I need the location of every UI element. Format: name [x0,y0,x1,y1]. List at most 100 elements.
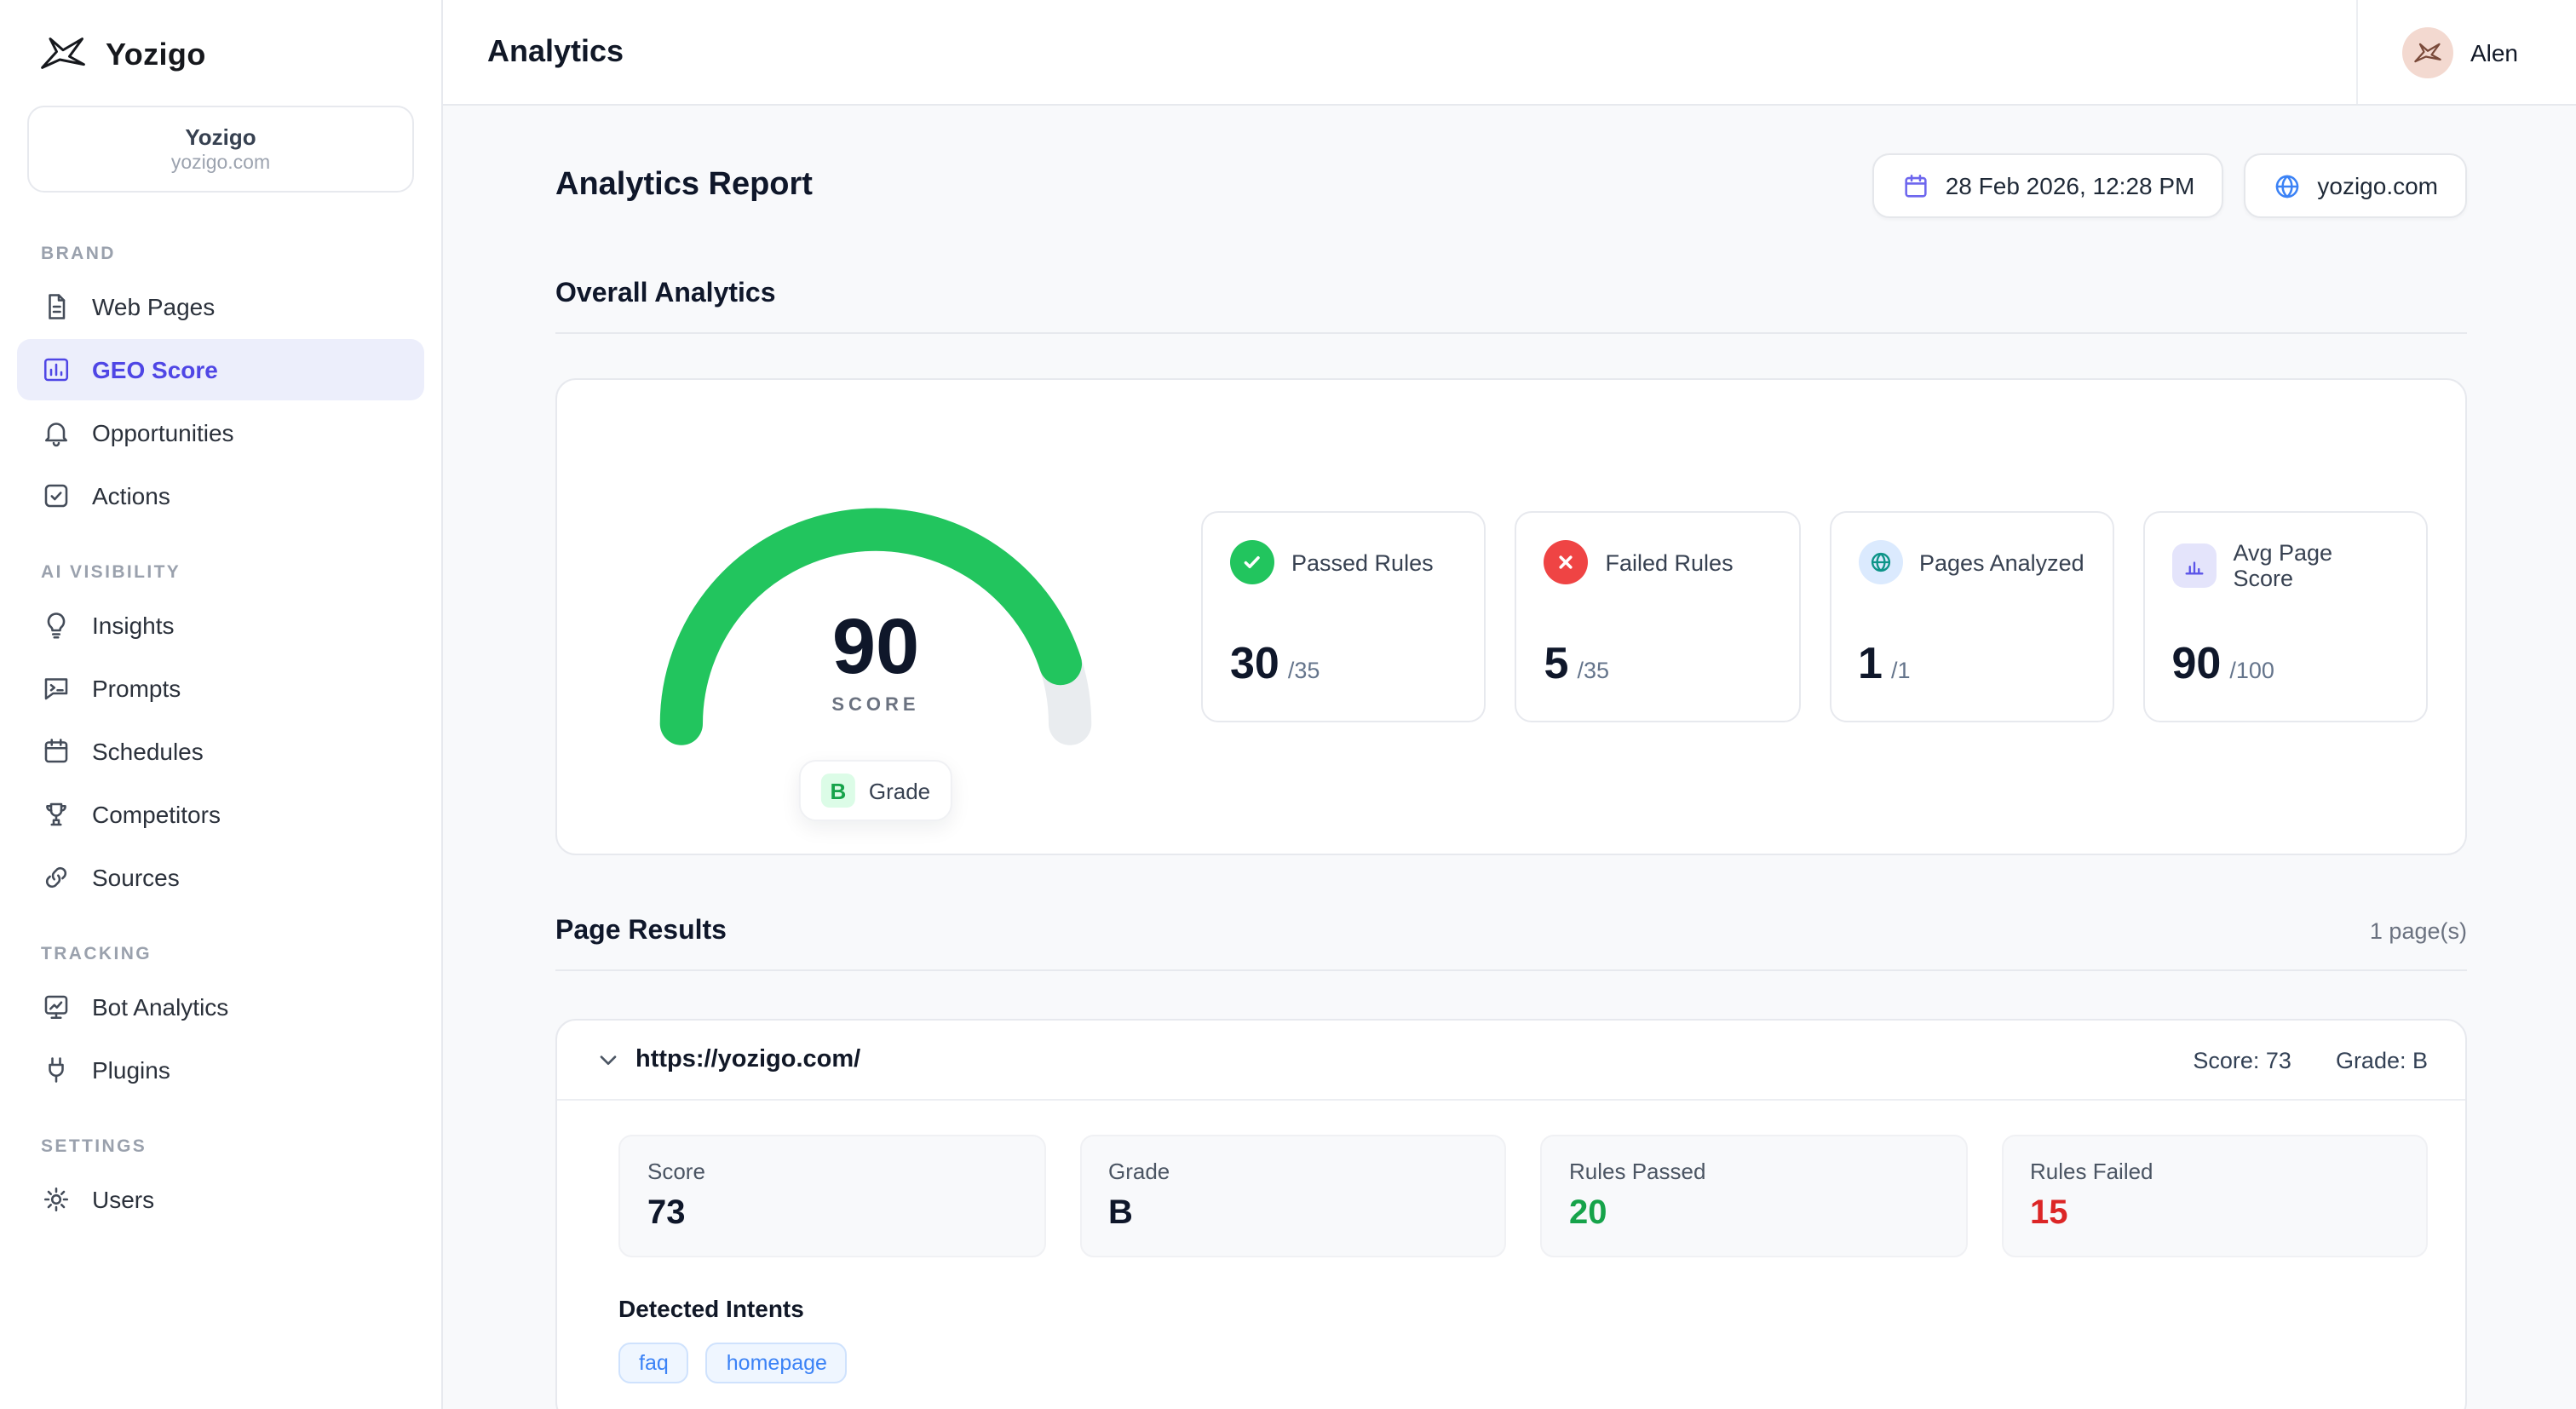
check-circle-icon [1230,540,1274,584]
sidebar-item-geo-score[interactable]: GEO Score [17,339,424,400]
tile-rules-passed: Rules Passed 20 [1540,1135,1967,1257]
page-result-card: https://yozigo.com/ Score: 73 Grade: B S… [555,1019,2467,1409]
stat-label: Pages Analyzed [1919,549,2084,575]
report-date-button[interactable]: 28 Feb 2026, 12:28 PM [1872,153,2224,218]
lightbulb-icon [41,610,72,641]
page-url: https://yozigo.com/ [635,1046,861,1073]
report-domain-button[interactable]: yozigo.com [2244,153,2467,218]
monitor-chart-icon [41,992,72,1022]
gauge-arc [659,508,1092,745]
stat-value: 1 [1858,637,1883,688]
brand-logo[interactable]: Yozigo [0,0,441,99]
report-date-label: 28 Feb 2026, 12:28 PM [1945,172,2195,199]
workspace-name: Yozigo [185,124,256,150]
sidebar-item-web-pages[interactable]: Web Pages [17,276,424,337]
workspace-domain: yozigo.com [170,153,271,174]
sidebar-item-schedules[interactable]: Schedules [17,721,424,782]
intent-chips: faq homepage [618,1343,2428,1383]
sidebar-item-competitors[interactable]: Competitors [17,784,424,845]
stat-card-avg-page-score: Avg Page Score 90 /100 [2142,511,2428,722]
stat-label: Failed Rules [1605,549,1734,575]
stat-denominator: /1 [1890,658,1911,683]
report-header: Analytics Report 28 Feb 2026, 12:28 PM y… [555,153,2467,218]
section-label: BRAND [41,244,116,264]
tile-label: Grade [1108,1159,1170,1184]
topbar: Analytics Alen [443,0,2576,106]
section-label: SETTINGS [41,1136,147,1157]
divider [555,332,2467,334]
content-scroll-area[interactable]: Analytics Report 28 Feb 2026, 12:28 PM y… [443,106,2576,1409]
sidebar-item-bot-analytics[interactable]: Bot Analytics [17,976,424,1038]
tile-label: Rules Passed [1569,1159,1706,1184]
intent-chip: faq [618,1343,689,1383]
workspace-switcher[interactable]: Yozigo yozigo.com [27,106,414,193]
page-grade-summary: Grade: B [2335,1047,2428,1073]
sidebar-item-actions[interactable]: Actions [17,465,424,526]
grade-word: Grade [868,778,931,803]
gear-icon [41,1184,72,1215]
sidebar-item-label: Plugins [92,1056,170,1084]
user-menu[interactable]: Alen [2355,0,2576,104]
sidebar-section-tracking: TRACKING Bot Analytics Plugins [0,934,441,1102]
gauge-score-value: 90 [831,601,920,690]
sidebar-item-opportunities[interactable]: Opportunities [17,402,424,463]
calendar-icon [41,736,72,767]
divider [555,969,2467,971]
page-count-label: 1 page(s) [2369,918,2467,944]
bar-chart-icon [41,354,72,385]
chart-icon [2171,543,2217,588]
link-icon [41,862,72,893]
tile-label: Rules Failed [2030,1159,2153,1184]
sidebar-item-label: Sources [92,864,180,891]
page-results-heading: Page Results [555,917,727,946]
chevron-down-icon[interactable] [595,1046,622,1073]
trophy-icon [41,799,72,830]
calendar-icon [1901,171,1930,200]
user-name: Alen [2470,38,2518,66]
page-accordion-body: Score 73 Grade B Rules Passed 20 Rules [557,1101,2465,1409]
sidebar-section-settings: SETTINGS Users [0,1126,441,1232]
gauge-score-label: SCORE [831,695,920,716]
document-icon [41,291,72,322]
page-accordion-header[interactable]: https://yozigo.com/ Score: 73 Grade: B [557,1021,2465,1101]
sidebar-item-insights[interactable]: Insights [17,595,424,656]
sidebar: Yozigo Yozigo yozigo.com BRAND Web Pages… [0,0,443,1409]
section-label: TRACKING [41,944,152,964]
sidebar-item-users[interactable]: Users [17,1169,424,1230]
tile-score: Score 73 [618,1135,1045,1257]
avatar [2401,26,2453,78]
chat-icon [41,673,72,704]
stat-value: 30 [1230,637,1279,688]
stat-denominator: /100 [2229,658,2274,683]
brand-name: Yozigo [106,37,206,71]
page-title: Analytics [487,34,624,68]
report-title: Analytics Report [555,167,813,203]
check-square-icon [41,480,72,511]
main-area: Analytics Alen Analytics Report [443,0,2576,1409]
stat-denominator: /35 [1287,658,1320,683]
intent-chip: homepage [705,1343,848,1383]
sidebar-item-label: Opportunities [92,419,234,446]
x-circle-icon [1544,540,1589,584]
sidebar-item-label: Bot Analytics [92,993,229,1021]
detected-intents-heading: Detected Intents [618,1295,804,1322]
page-score-summary: Score: 73 [2193,1047,2291,1073]
sidebar-item-plugins[interactable]: Plugins [17,1039,424,1101]
origami-bird-logo-icon [37,34,89,75]
stat-label: Passed Rules [1291,549,1434,575]
bell-icon [41,417,72,448]
tile-value: 15 [2030,1194,2068,1232]
sidebar-section-ai-visibility: AI VISIBILITY Insights Prompts Schedules [0,552,441,910]
overall-analytics-card: 90 SCORE B Grade Passed Ru [555,378,2467,855]
globe-icon [1858,540,1902,584]
stat-card-pages-analyzed: Pages Analyzed 1 /1 [1829,511,2114,722]
sidebar-item-prompts[interactable]: Prompts [17,658,424,719]
globe-icon [2273,171,2302,200]
sidebar-item-label: Insights [92,612,175,639]
sidebar-item-label: GEO Score [92,356,218,383]
sidebar-section-brand: BRAND Web Pages GEO Score Opportunities [0,233,441,528]
sidebar-item-label: Prompts [92,675,181,702]
grade-letter: B [820,774,855,808]
sidebar-item-sources[interactable]: Sources [17,847,424,908]
